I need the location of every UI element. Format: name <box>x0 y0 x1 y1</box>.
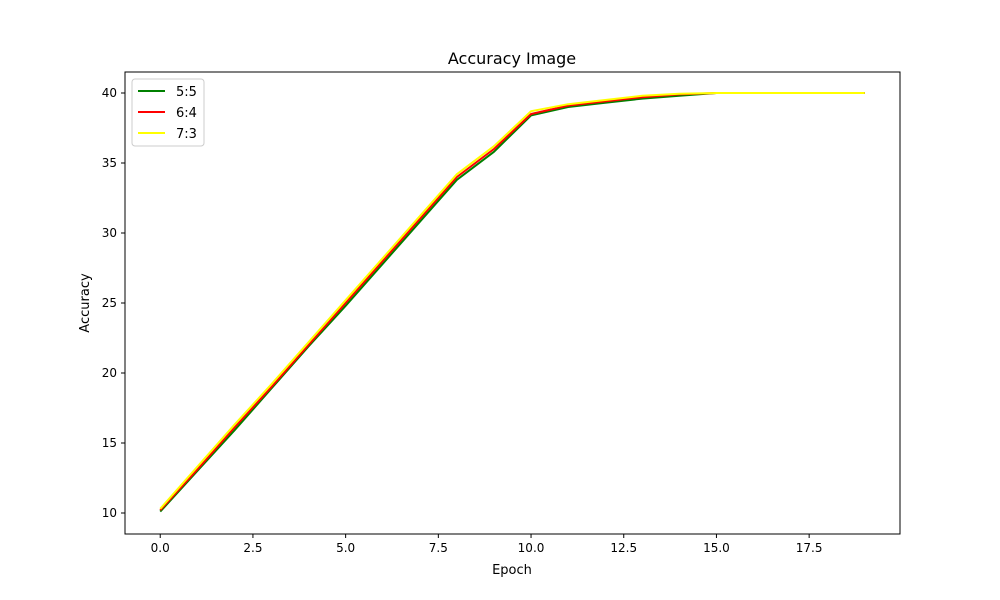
y-tick-label: 30 <box>102 226 117 240</box>
series-line-7-3 <box>159 92 865 510</box>
y-tick-label: 40 <box>102 86 117 100</box>
x-tick-label: 17.5 <box>796 541 823 555</box>
x-tick-label: 0.0 <box>151 541 170 555</box>
y-tick-label: 20 <box>102 366 117 380</box>
plot-lines <box>159 92 865 513</box>
y-tick-label: 35 <box>102 156 117 170</box>
y-axis-label: Accuracy <box>78 273 93 333</box>
legend-label: 6:4 <box>176 106 197 121</box>
chart-title: Accuracy Image <box>448 49 576 68</box>
x-tick-label: 12.5 <box>610 541 637 555</box>
legend: 5:5 6:4 7:3 <box>131 78 205 147</box>
x-tick-label: 2.5 <box>243 541 262 555</box>
legend-box <box>131 78 205 147</box>
x-tick-label: 15.0 <box>703 541 730 555</box>
y-axis: 10 15 20 25 30 35 40 <box>102 86 125 520</box>
x-axis: 0.0 2.5 5.0 7.5 10.0 12.5 15.0 17.5 <box>151 534 823 555</box>
y-tick-label: 25 <box>102 296 117 310</box>
x-tick-label: 7.5 <box>429 541 448 555</box>
y-tick-label: 10 <box>102 506 117 520</box>
legend-label: 5:5 <box>176 85 197 100</box>
x-tick-label: 5.0 <box>336 541 355 555</box>
x-axis-label: Epoch <box>492 563 532 578</box>
x-tick-label: 10.0 <box>518 541 545 555</box>
legend-label: 7:3 <box>176 127 197 142</box>
y-tick-label: 15 <box>102 436 117 450</box>
